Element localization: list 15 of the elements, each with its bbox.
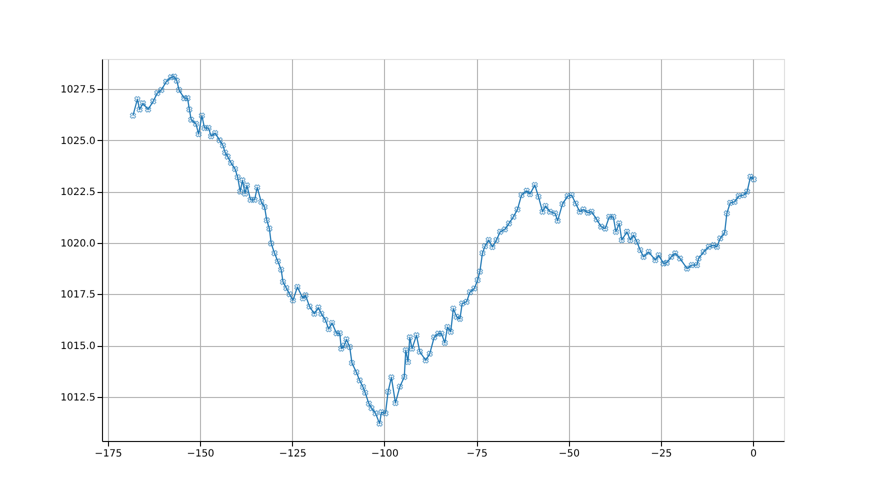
x-tick-label: −50 — [558, 448, 580, 460]
y-tick-label: 1012.5 — [60, 392, 96, 404]
x-tick-label: −100 — [371, 448, 399, 460]
x-tick-label: −75 — [466, 448, 488, 460]
x-tick-label: −25 — [650, 448, 672, 460]
y-tick-label: 1015.0 — [60, 341, 96, 352]
x-tick-label: 0 — [750, 448, 757, 460]
y-tick-label: 1017.5 — [60, 290, 96, 301]
x-tick-label: −175 — [94, 448, 122, 460]
y-tick-label: 1020.0 — [60, 238, 96, 250]
x-tick-label: −125 — [278, 448, 306, 460]
y-tick-label: 1027.5 — [60, 84, 96, 96]
x-tick-label: −150 — [186, 448, 214, 460]
y-tick-label: 1022.5 — [60, 187, 96, 198]
y-tick-label: 1025.0 — [60, 136, 96, 147]
